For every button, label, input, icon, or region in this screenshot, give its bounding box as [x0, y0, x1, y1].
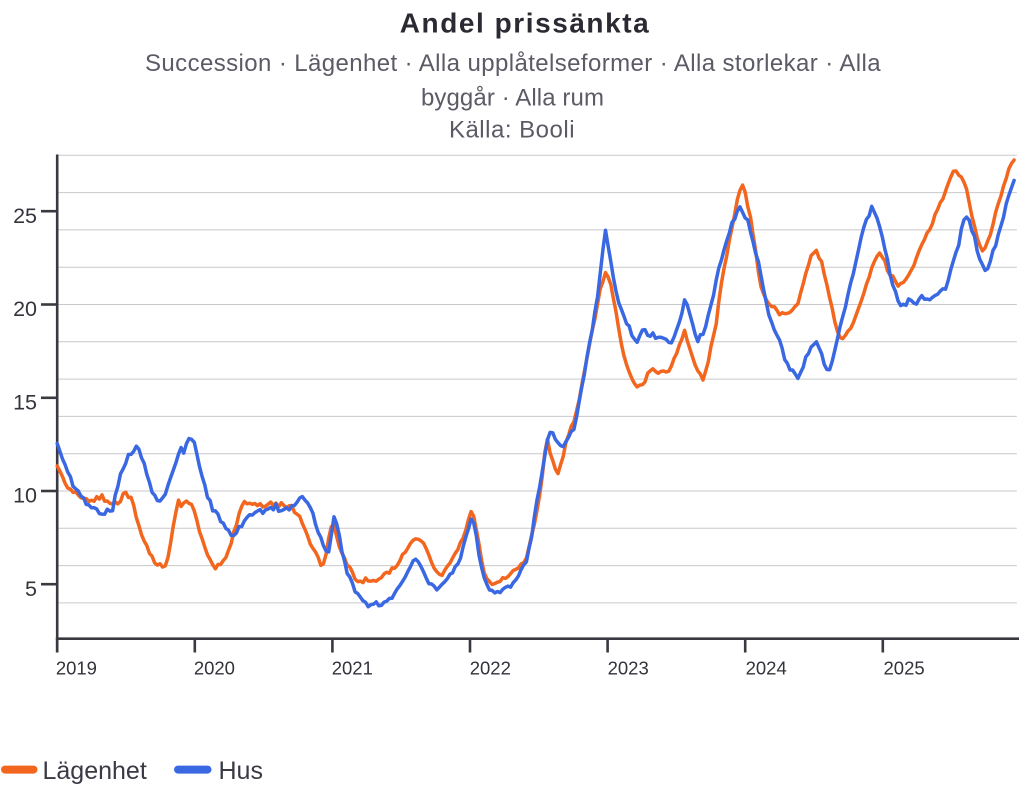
- svg-text:20: 20: [13, 297, 37, 321]
- svg-text:Succession · Lägenhet · Alla u: Succession · Lägenhet · Alla upplåtelsef…: [145, 50, 881, 77]
- svg-text:Lägenhet: Lägenhet: [43, 757, 147, 785]
- svg-text:byggår · Alla rum: byggår · Alla rum: [421, 85, 604, 112]
- svg-text:2019: 2019: [56, 658, 97, 679]
- svg-text:15: 15: [13, 390, 37, 414]
- svg-text:2020: 2020: [194, 658, 235, 679]
- svg-text:5: 5: [25, 577, 37, 601]
- svg-text:2024: 2024: [746, 658, 787, 679]
- svg-text:Hus: Hus: [219, 757, 263, 785]
- svg-text:2023: 2023: [608, 658, 649, 679]
- svg-text:2021: 2021: [332, 658, 373, 679]
- svg-text:2025: 2025: [884, 658, 925, 679]
- svg-text:2022: 2022: [470, 658, 511, 679]
- svg-text:10: 10: [13, 484, 37, 508]
- svg-text:25: 25: [13, 204, 37, 228]
- svg-text:Källa: Booli: Källa: Booli: [449, 117, 575, 144]
- svg-text:Andel prissänkta: Andel prissänkta: [400, 8, 650, 39]
